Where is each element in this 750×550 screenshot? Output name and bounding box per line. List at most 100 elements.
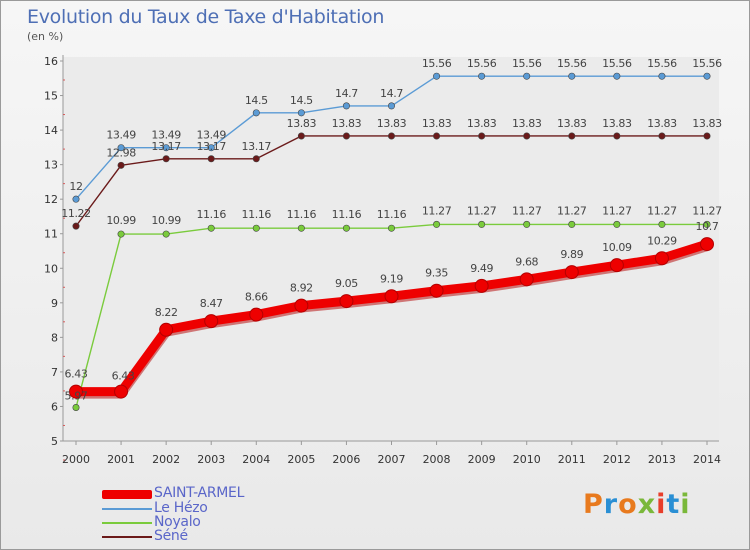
data-label: 13.17 [196,140,226,153]
data-point [69,384,83,399]
x-tick-label: 2004 [242,453,270,466]
data-point [523,72,531,80]
data-label: 11.27 [467,204,497,217]
data-point [523,132,531,140]
data-point [252,224,260,232]
data-point [297,224,305,232]
y-tick-label: 12 [44,193,58,206]
data-point [658,220,666,228]
data-label: 11.16 [377,208,407,221]
data-label: 5.97 [65,389,88,402]
data-point [387,102,395,110]
data-label: 8.66 [245,291,268,304]
data-point [703,220,711,228]
data-label: 15.56 [467,57,497,70]
data-point [342,102,350,110]
data-label: 9.05 [335,277,358,290]
data-point [162,155,170,163]
data-label: 13.83 [377,117,407,130]
logo-letter: x [637,489,657,520]
data-label: 8.92 [290,282,313,295]
legend-swatch-sene [102,536,152,538]
logo-letter: r [603,489,619,520]
data-point [433,132,441,140]
data-point [429,283,444,298]
x-tick-label: 2009 [468,453,496,466]
data-point [433,72,441,80]
data-point [159,322,174,337]
data-point [204,314,219,329]
data-label: 13.83 [332,117,362,130]
data-point [117,230,125,238]
y-tick-label: 7 [51,366,58,379]
data-label: 11.16 [242,208,272,221]
data-label: 13.49 [196,129,226,142]
data-label: 6.43 [112,370,135,383]
logo-letter: i [680,489,691,520]
data-label: 14.5 [290,94,313,107]
data-point [613,72,621,80]
data-label: 15.56 [602,57,632,70]
data-label: 11.16 [196,208,226,221]
data-label: 15.56 [512,57,542,70]
data-point [117,161,125,169]
data-label: 13.49 [106,129,136,142]
x-tick-label: 2011 [558,453,586,466]
legend-swatch-noyalo [102,522,152,524]
data-point [703,72,711,80]
y-tick-label: 5 [51,435,58,448]
data-label: 9.49 [470,262,493,275]
data-point [72,222,80,230]
x-tick-label: 2012 [603,453,631,466]
data-label: 13.83 [467,117,497,130]
data-point [207,155,215,163]
x-tick-label: 2002 [152,453,180,466]
data-label: 15.56 [557,57,587,70]
data-label: 12 [69,180,82,193]
data-label: 10.09 [602,241,632,254]
data-point [613,220,621,228]
data-point [117,144,125,152]
data-point [297,132,305,140]
legend-label: Le Hézo [154,500,208,516]
data-point [384,289,399,304]
data-point [613,132,621,140]
data-point [474,278,489,293]
chart-title: Evolution du Taux de Taxe d'Habitation [27,6,385,28]
data-label: 11.27 [512,204,542,217]
data-label: 13.83 [287,117,317,130]
data-label: 13.83 [557,117,587,130]
x-tick-label: 2007 [378,453,406,466]
logo-letter: i [656,489,667,520]
y-tick-label: 13 [44,159,58,172]
data-label: 15.56 [422,57,452,70]
data-point [609,258,624,273]
data-point [249,307,264,322]
legend-label: Noyalo [154,514,201,530]
data-label: 13.83 [512,117,542,130]
x-tick-label: 2006 [332,453,360,466]
logo-letter: o [618,489,638,520]
data-point [658,132,666,140]
data-label: 6.43 [65,368,88,381]
data-label: 9.35 [425,267,448,280]
data-label: 13.83 [422,117,452,130]
data-point [478,72,486,80]
data-label: 14.5 [245,94,268,107]
data-label: 14.7 [380,87,403,100]
legend-swatch-le-hezo [102,508,152,510]
data-point [339,294,354,309]
data-label: 11.22 [61,207,91,220]
data-label: 10.99 [151,214,181,227]
data-point [342,224,350,232]
legend-label: Séné [154,528,188,544]
data-label: 10.99 [106,214,136,227]
data-label: 11.16 [287,208,317,221]
data-point [519,272,534,287]
legend-swatch-saint-armel [102,490,152,499]
x-tick-label: 2013 [648,453,676,466]
data-label: 15.56 [647,57,677,70]
data-label: 8.22 [155,306,178,319]
data-label: 10.29 [647,234,677,247]
